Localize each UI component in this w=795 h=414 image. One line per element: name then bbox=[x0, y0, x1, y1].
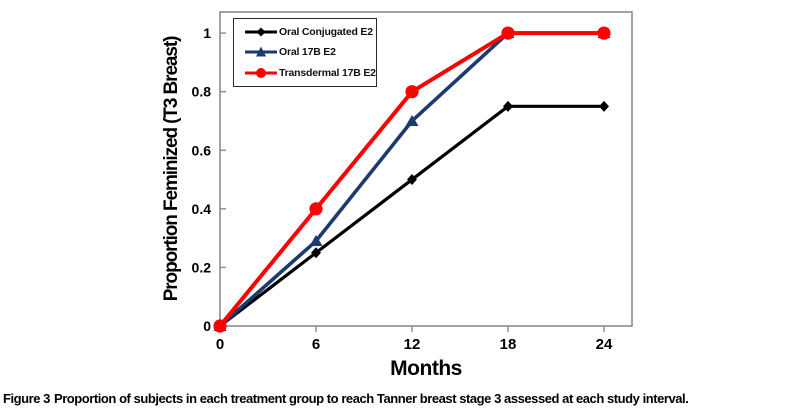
x-axis-title: Months bbox=[390, 357, 462, 380]
x-tick-label: 0 bbox=[216, 336, 224, 353]
data-point-circle bbox=[405, 85, 419, 99]
figure-caption-text: Proportion of subjects in each treatment… bbox=[53, 391, 689, 406]
figure-caption-label: Figure 3 bbox=[3, 391, 50, 406]
data-point-circle bbox=[501, 26, 515, 40]
y-tick-label: 0.4 bbox=[192, 201, 212, 217]
x-tick-label: 24 bbox=[596, 336, 613, 353]
y-tick-label: 1 bbox=[203, 25, 211, 41]
y-axis-title: Proportion Feminized (T3 Breast) bbox=[161, 36, 182, 302]
legend-item-label: Transdermal 17B E2 bbox=[279, 66, 376, 79]
y-tick-label: 0.8 bbox=[192, 84, 212, 100]
data-point-triangle bbox=[405, 114, 419, 126]
y-tick-label: 0.2 bbox=[192, 259, 212, 275]
data-point-circle bbox=[597, 26, 611, 40]
data-point-circle bbox=[213, 319, 227, 333]
legend-item-label: Oral 17B E2 bbox=[279, 46, 336, 59]
y-tick-label: 0 bbox=[203, 318, 211, 334]
figure-caption: Figure 3 Proportion of subjects in each t… bbox=[3, 391, 792, 406]
x-tick-label: 12 bbox=[404, 336, 421, 353]
legend-diamond-marker-icon bbox=[245, 27, 277, 37]
data-point-triangle bbox=[309, 235, 323, 247]
legend-item: Oral Conjugated E2 bbox=[244, 23, 374, 41]
data-point-circle bbox=[309, 202, 323, 216]
legend-item: Oral 17B E2 bbox=[244, 43, 374, 61]
data-point-diamond bbox=[311, 247, 321, 259]
legend-item: Transdermal 17B E2 bbox=[244, 64, 376, 82]
y-tick-label: 0.6 bbox=[192, 142, 212, 158]
legend-triangle-marker-icon bbox=[245, 46, 277, 57]
data-point-diamond bbox=[599, 100, 609, 112]
legend-item-label: Oral Conjugated E2 bbox=[279, 26, 373, 39]
legend-circle-marker-icon bbox=[245, 67, 277, 78]
x-tick-label: 18 bbox=[500, 336, 517, 353]
data-point-diamond bbox=[407, 174, 417, 186]
x-tick-label: 6 bbox=[312, 336, 320, 353]
data-point-diamond bbox=[503, 100, 513, 112]
chart-legend: Oral Conjugated E2 Oral 17B E2 Transderm… bbox=[233, 18, 377, 87]
